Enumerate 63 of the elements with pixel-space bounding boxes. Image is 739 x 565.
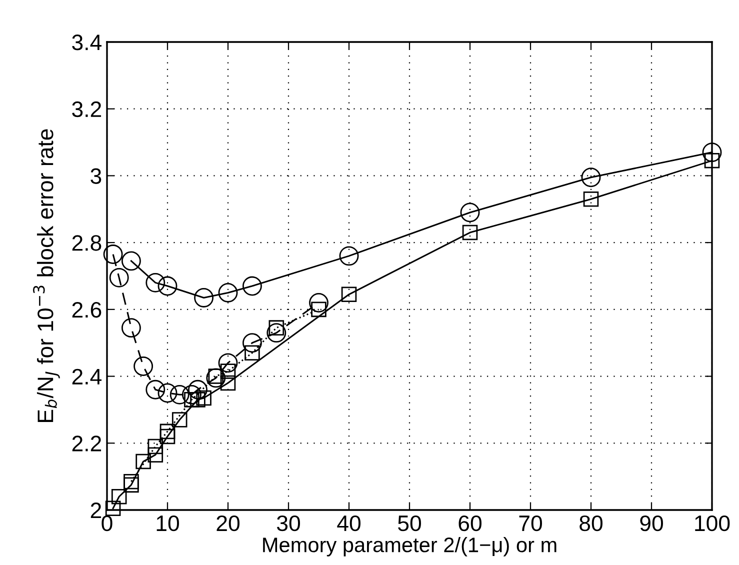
point bbox=[148, 438, 164, 454]
x-axis-title: Memory parameter 2/(1−μ) or m bbox=[263, 536, 556, 556]
point bbox=[121, 251, 141, 271]
point bbox=[242, 276, 262, 296]
point bbox=[158, 276, 178, 296]
y-tick-label: 2.6 bbox=[72, 302, 102, 318]
point bbox=[242, 333, 262, 353]
point bbox=[146, 272, 166, 292]
x-tick-label: 30 bbox=[276, 515, 300, 532]
point bbox=[111, 488, 127, 504]
point bbox=[134, 356, 154, 376]
point bbox=[160, 424, 176, 440]
point bbox=[196, 390, 212, 406]
x-tick-label: 0 bbox=[102, 515, 112, 532]
point bbox=[581, 168, 601, 188]
point bbox=[583, 191, 599, 207]
point bbox=[220, 364, 236, 379]
point bbox=[121, 318, 141, 338]
point bbox=[244, 345, 260, 361]
point bbox=[148, 447, 164, 462]
y-tick-label: 2 bbox=[90, 502, 102, 518]
x-tick-label: 90 bbox=[640, 515, 663, 532]
point bbox=[170, 384, 190, 404]
point bbox=[341, 286, 357, 302]
y-tick-label: 3.4 bbox=[72, 34, 102, 50]
point bbox=[124, 474, 139, 490]
point bbox=[462, 224, 478, 240]
point bbox=[206, 368, 226, 388]
x-tick-label: 70 bbox=[519, 515, 542, 532]
point bbox=[194, 288, 214, 308]
x-tick-label: 10 bbox=[156, 515, 179, 532]
point bbox=[124, 477, 139, 493]
point bbox=[188, 380, 208, 400]
point bbox=[105, 500, 121, 516]
point bbox=[136, 454, 151, 470]
point bbox=[218, 282, 238, 302]
point bbox=[309, 293, 328, 312]
point bbox=[704, 153, 720, 168]
point bbox=[158, 383, 178, 403]
y-axis-title: E$_{b}$/N$_{J}$ for 10$^{−3}$ block error rate bbox=[33, 129, 60, 422]
x-tick-label: 50 bbox=[398, 515, 421, 532]
point bbox=[182, 384, 202, 404]
x-tick-label: 40 bbox=[337, 515, 360, 532]
y-tick-label: 2.8 bbox=[72, 235, 102, 251]
x-tick-label: 80 bbox=[580, 515, 602, 532]
point bbox=[146, 380, 166, 400]
point bbox=[172, 412, 188, 428]
x-tick-label: 20 bbox=[216, 515, 240, 532]
point bbox=[109, 268, 129, 288]
x-tick-label: 60 bbox=[458, 515, 482, 532]
point bbox=[103, 244, 123, 264]
y-tick-label: 2.2 bbox=[72, 436, 102, 452]
point bbox=[266, 323, 286, 343]
y-tick-label: 3 bbox=[90, 168, 102, 184]
point bbox=[702, 142, 722, 162]
y-tick-label: 3.2 bbox=[72, 101, 102, 118]
point bbox=[220, 375, 236, 391]
point bbox=[160, 428, 176, 444]
x-tick-label: 100 bbox=[695, 515, 730, 532]
y-tick-label: 2.4 bbox=[72, 368, 102, 384]
point bbox=[339, 246, 359, 266]
point bbox=[460, 202, 480, 222]
point bbox=[218, 353, 238, 373]
